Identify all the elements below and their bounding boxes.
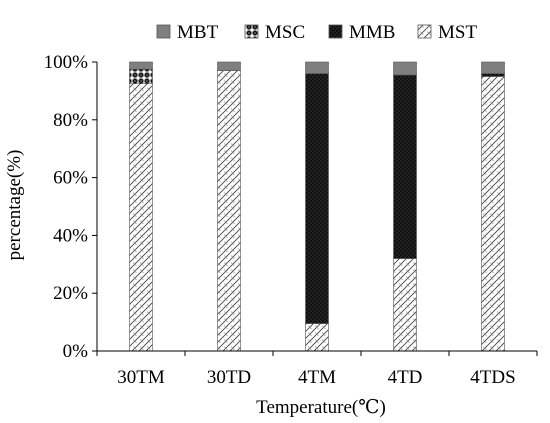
x-tick-label: 4TM (298, 367, 336, 388)
bar-segment-mmb (393, 74, 417, 259)
bar-segment-mst (393, 258, 417, 352)
legend-swatch-mmb (328, 24, 343, 39)
legend-label-mst: MST (438, 22, 477, 43)
bar-segment-mst (305, 323, 329, 352)
y-tick-label: 0% (63, 341, 89, 362)
legend-label-mbt: MBT (177, 22, 219, 43)
x-tick-label: 30TM (117, 367, 165, 388)
x-tick-label: 4TDS (470, 367, 515, 388)
bar-segment-mbt (305, 61, 329, 74)
x-axis: 30TM 30TD 4TM 4TD 4TDS (96, 350, 538, 388)
bars (129, 61, 505, 352)
y-tick-label: 80% (53, 110, 88, 131)
legend-swatch-mbt (156, 24, 171, 39)
bar-segment-mst (129, 83, 153, 352)
bar-segment-mmb (481, 73, 505, 77)
y-tick-label: 40% (53, 225, 88, 246)
bar-segment-mst (481, 76, 505, 352)
x-tick-label: 30TD (207, 367, 251, 388)
bar-segment-mbt (481, 61, 505, 74)
legend: MBT MSC MMB MST (156, 22, 477, 43)
y-axis: 0% 20% 40% 60% 80% 100% (44, 52, 98, 362)
y-tick-label: 20% (53, 283, 88, 304)
legend-swatch-msc (244, 24, 259, 39)
x-tick-label: 4TD (388, 367, 423, 388)
legend-swatch-mst (417, 24, 432, 39)
bar-segment-msc (129, 68, 153, 84)
bar-segment-mmb (305, 73, 329, 324)
bar-segment-mbt (129, 61, 153, 70)
bar-segment-mbt (217, 61, 241, 71)
x-axis-title: Temperature(℃) (256, 397, 386, 418)
y-tick-label: 60% (53, 168, 88, 189)
bar-segment-mst (217, 70, 241, 352)
y-tick-label: 100% (44, 52, 89, 73)
y-axis-title: percentage(%) (4, 150, 25, 261)
bar-segment-mbt (393, 61, 417, 76)
legend-label-msc: MSC (265, 22, 305, 43)
legend-label-mmb: MMB (349, 22, 395, 43)
